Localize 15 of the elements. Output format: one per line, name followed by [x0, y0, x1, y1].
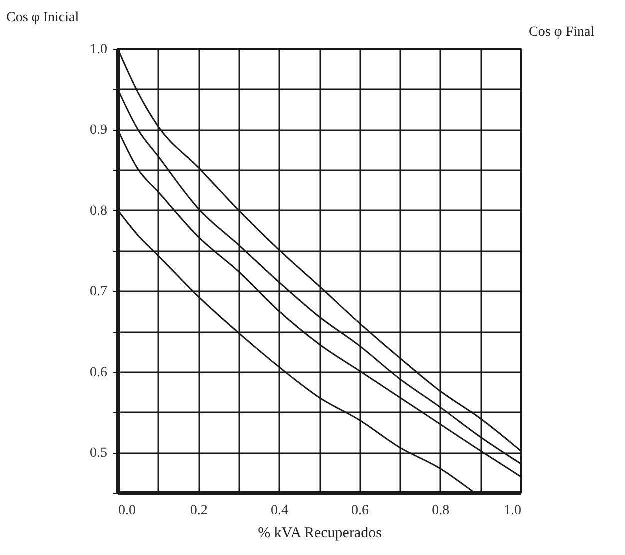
- y-tick-label: 0.9: [90, 123, 108, 138]
- y-axis-title: Cos φ Inicial: [6, 10, 80, 26]
- x-tick-label: 1.0: [504, 504, 522, 518]
- y-tick-label: 0.8: [90, 204, 108, 219]
- y-tick-label: 0.6: [90, 365, 108, 380]
- x-tick-label: 0.4: [270, 504, 288, 518]
- y-tick-label: 0.5: [90, 446, 108, 462]
- x-tick-label: 0.2: [190, 504, 208, 518]
- x-axis-title: % kVA Recuperados: [258, 526, 382, 542]
- y-tick-label: 1.0: [90, 42, 108, 58]
- y-tick-label: 0.7: [90, 284, 108, 300]
- x-tick-label: 0.0: [118, 504, 136, 518]
- x-tick-label: 0.6: [352, 504, 370, 518]
- text: Cos φ Final: [529, 25, 595, 40]
- x-tick-label: 0.8: [432, 504, 450, 518]
